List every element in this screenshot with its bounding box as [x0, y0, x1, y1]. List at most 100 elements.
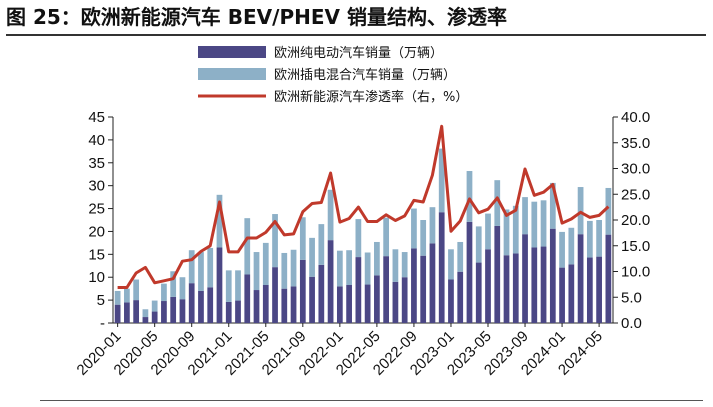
bar-bev [420, 255, 427, 323]
bar-phev [161, 283, 167, 302]
bar-phev [374, 241, 380, 276]
bar-bev [253, 290, 260, 323]
bar-bev [225, 301, 232, 323]
bar-phev [429, 207, 436, 244]
bar-bev [142, 317, 149, 323]
bar-phev [355, 219, 362, 258]
bar-bev [179, 299, 186, 323]
bar-phev [290, 249, 297, 287]
y-axis-right-ticks: 0.0 5.0 10.0 15.0 20.0 25.0 30.0 35.0 40.0 [613, 109, 650, 332]
y-left-tick-label: 45 [88, 109, 105, 126]
bar-bev [151, 311, 158, 323]
bottom-rule [40, 400, 703, 401]
bar-bev [133, 300, 140, 323]
bar-phev [336, 250, 343, 287]
legend-swatch-phev [198, 68, 266, 80]
bar-phev [559, 231, 565, 268]
bar-phev [142, 309, 149, 318]
y-right-tick-label: 25.0 [621, 186, 650, 203]
bar-phev [549, 182, 556, 229]
bar-bev [457, 271, 464, 323]
bar-phev [531, 201, 538, 248]
bar-phev [485, 213, 491, 250]
bar-phev [309, 237, 315, 277]
bar-bev [364, 284, 371, 323]
bar-bev [503, 255, 510, 323]
bar-bev [549, 228, 556, 323]
bar-bev [411, 248, 417, 323]
bar-phev [494, 180, 501, 226]
bar-bev [170, 296, 177, 323]
bar-phev [364, 252, 371, 285]
bar-bev [475, 262, 482, 323]
y-left-tick-label: 20 [88, 223, 105, 240]
bar-bev [494, 225, 501, 323]
bar-phev [457, 241, 464, 272]
bar-phev [179, 277, 186, 300]
bar-phev [124, 288, 130, 303]
bar-bev [596, 256, 602, 323]
bar-phev [114, 290, 121, 305]
line-penetration-rate [117, 124, 610, 289]
bar-bev [216, 247, 223, 323]
bar-bev [586, 257, 593, 323]
bar-bev [336, 286, 343, 323]
y-left-tick-label: - [100, 315, 105, 332]
bar-phev [299, 217, 306, 260]
bar-bev [401, 277, 408, 323]
bar-phev [198, 252, 204, 291]
bar-phev [401, 252, 408, 278]
bar-phev [605, 187, 612, 235]
y-right-tick-label: 40.0 [621, 109, 650, 126]
bar-phev [586, 220, 593, 258]
bar-phev [244, 218, 251, 275]
chart-legend: 欧洲纯电动汽车销量（万辆） 欧洲插电混合汽车销量（万辆） 欧洲新能源汽车渗透率（… [198, 45, 468, 105]
bar-bev [466, 221, 473, 323]
bar-phev [540, 200, 547, 247]
bar-phev [448, 249, 454, 280]
bar-phev [596, 220, 602, 257]
y-right-tick-label: 35.0 [621, 135, 650, 152]
bar-phev [318, 224, 325, 265]
bar-bev [605, 234, 612, 323]
bar-bev [198, 290, 204, 323]
chart-axes [112, 117, 614, 324]
y-left-tick-label: 10 [88, 269, 105, 286]
bar-phev [216, 194, 223, 248]
bar-bev [374, 275, 380, 323]
chart-bars [114, 148, 612, 323]
bar-bev [448, 279, 454, 323]
legend-label-bev: 欧洲纯电动汽车销量（万辆） [274, 45, 443, 61]
bar-phev [512, 205, 519, 254]
y-right-tick-label: 5.0 [621, 289, 642, 306]
bar-bev [188, 283, 195, 323]
bar-phev [272, 214, 278, 268]
bar-bev [577, 234, 584, 323]
y-left-tick-label: 40 [88, 132, 105, 149]
bar-phev [503, 209, 510, 256]
bar-phev [262, 242, 269, 286]
y-left-tick-label: 30 [88, 178, 105, 195]
bar-phev [383, 217, 390, 257]
bar-bev [485, 249, 491, 323]
legend-label-phev: 欧洲插电混合汽车销量（万辆） [274, 67, 456, 83]
bar-bev [124, 302, 130, 323]
bar-bev [438, 212, 445, 323]
bar-bev [244, 274, 251, 323]
bar-bev [383, 256, 390, 323]
bar-bev [522, 234, 528, 323]
y-right-tick-label: 20.0 [621, 212, 650, 229]
y-axis-left-ticks: - 5 10 15 20 25 30 35 40 45 [88, 109, 113, 332]
bar-bev [392, 281, 399, 323]
bar-bev [309, 276, 315, 323]
bar-phev [327, 189, 334, 241]
bar-bev [512, 253, 519, 323]
bar-phev [281, 252, 288, 289]
bar-bev [299, 259, 306, 323]
y-left-tick-label: 5 [97, 292, 105, 309]
y-left-tick-label: 35 [88, 155, 105, 172]
chart-title: 图 25：欧洲新能源汽车 BEV/PHEV 销量结构、渗透率 [6, 2, 706, 36]
bar-phev [151, 300, 158, 312]
bar-phev [420, 220, 427, 256]
